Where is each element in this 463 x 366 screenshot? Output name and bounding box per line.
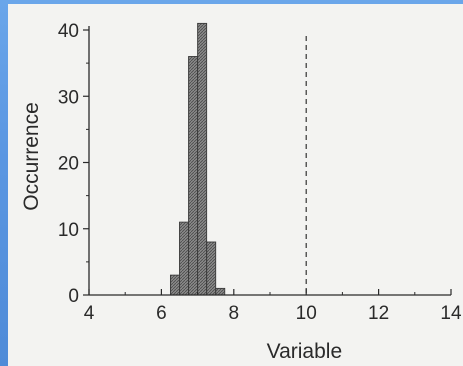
histogram-bar <box>197 22 208 296</box>
y-tick-label: 20 <box>58 154 79 175</box>
x-tick-label: 10 <box>296 303 317 324</box>
histogram-chart: 4 6 8 10 12 14 0 10 20 30 40 Variable Occurrence <box>20 21 462 363</box>
y-tick-label: 0 <box>68 286 79 307</box>
histogram-bars <box>169 22 226 296</box>
x-axis-ticks: 4 6 8 10 12 14 <box>84 289 462 324</box>
y-tick-label: 30 <box>58 87 79 108</box>
histogram-bar <box>206 241 217 296</box>
x-tick-label: 14 <box>440 303 462 324</box>
x-axis-title: Variable <box>267 340 343 363</box>
y-tick-label: 10 <box>58 220 79 241</box>
histogram-bar <box>169 274 180 296</box>
x-tick-label: 6 <box>156 303 167 324</box>
x-tick-label: 8 <box>229 303 240 324</box>
x-tick-label: 12 <box>368 303 389 324</box>
histogram-bar <box>215 287 226 296</box>
y-tick-label: 40 <box>58 21 79 42</box>
x-tick-label: 4 <box>84 303 95 324</box>
chart-figure: 4 6 8 10 12 14 0 10 20 30 40 Variable Occurrence <box>8 4 463 366</box>
y-axis-ticks: 0 10 20 30 40 <box>58 21 89 307</box>
y-axis-title: Occurrence <box>20 102 43 211</box>
histogram-bar <box>188 56 199 296</box>
histogram-bar <box>179 221 190 296</box>
